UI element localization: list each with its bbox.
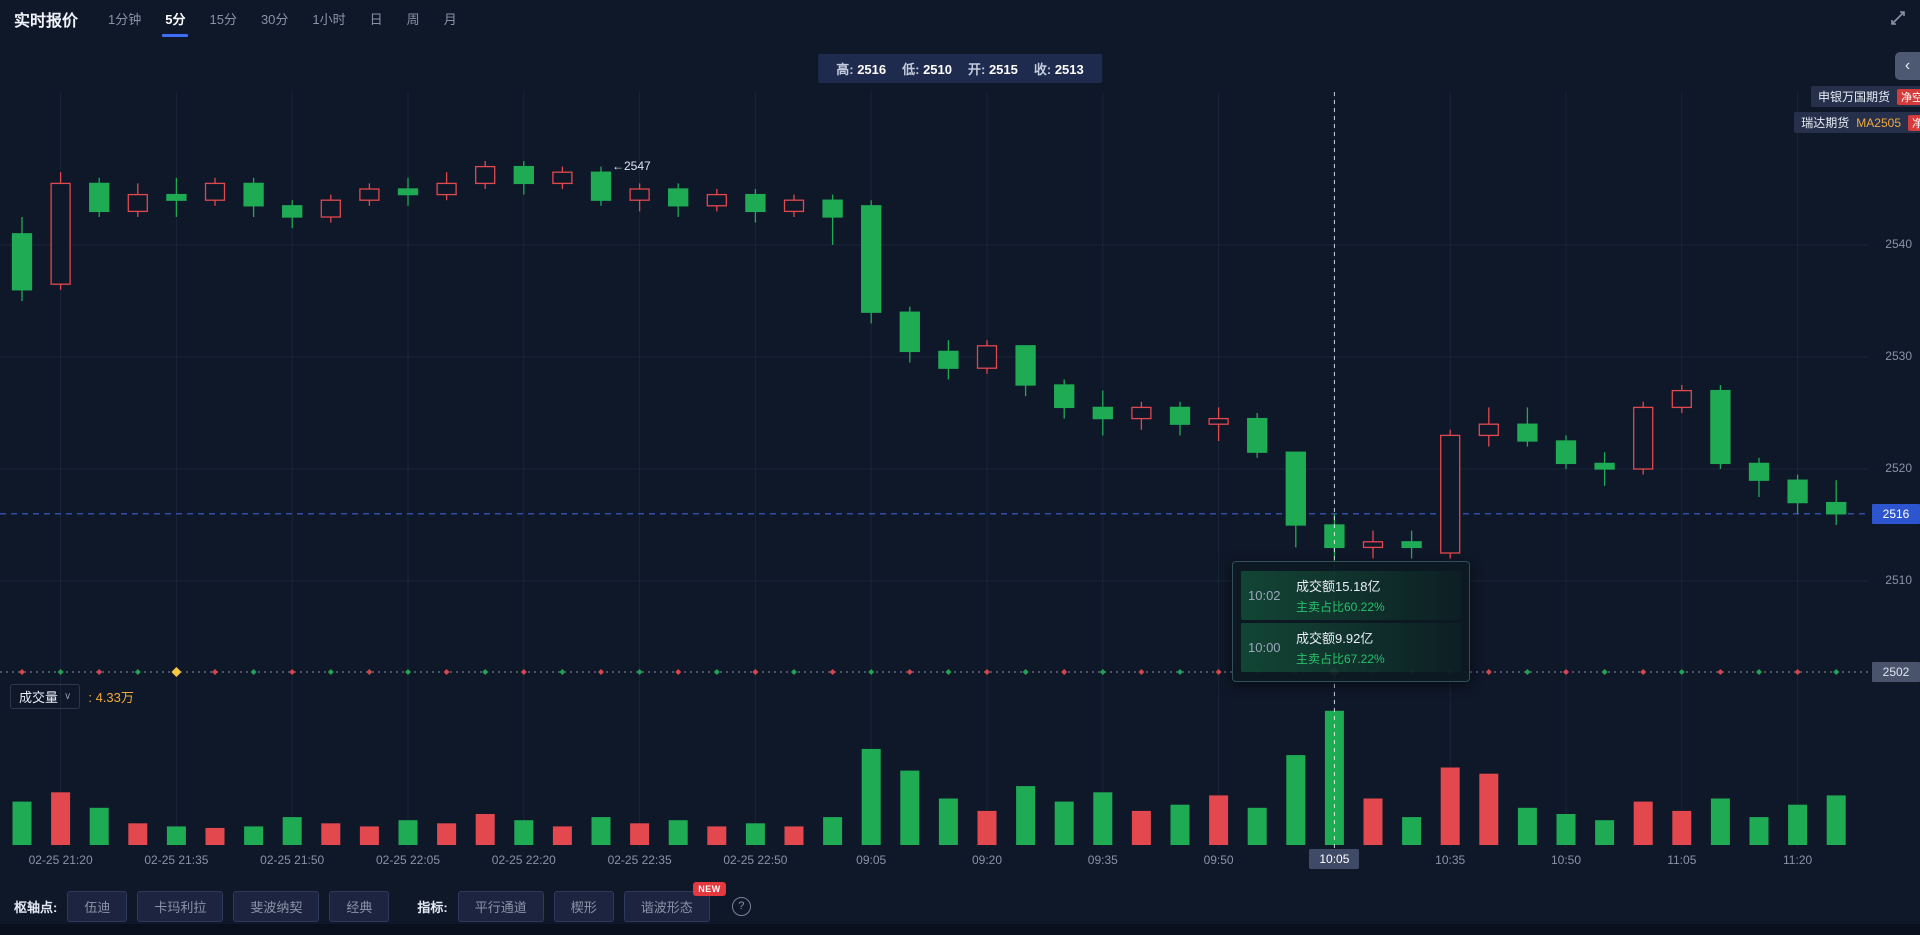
- time-axis-label: 11:05: [1667, 853, 1697, 867]
- expand-icon[interactable]: [1888, 8, 1908, 28]
- price-axis-label: 2540: [1885, 237, 1912, 251]
- time-axis-label: 02-25 22:20: [491, 853, 556, 867]
- tooltip-row: 10:00 成交额9.92亿 主卖占比67.22%: [1241, 623, 1461, 672]
- price-axis-label: 2520: [1885, 461, 1912, 475]
- timeframe-tabs: 1分钟 5分 15分 30分 1小时 日 周 月: [108, 0, 457, 37]
- candles-layer: [11, 161, 1847, 581]
- time-axis-label: 10:50: [1550, 853, 1582, 867]
- time-axis: 02-25 21:20 02-25 21:35 02-25 21:50 02-25 2…: [0, 853, 1920, 871]
- chevron-down-icon: ∨: [64, 691, 72, 702]
- price-axis-label: 2510: [1885, 573, 1912, 587]
- ohlc-item: 开: 2515: [968, 62, 1018, 77]
- time-axis-label: 02-25 21:20: [28, 853, 93, 867]
- help-icon[interactable]: ?: [731, 896, 751, 916]
- time-axis-label: 09:20: [971, 853, 1003, 867]
- timeframe-tab-4[interactable]: 30分: [260, 12, 289, 27]
- pivot-button-4[interactable]: 经典: [329, 890, 390, 922]
- ohlc-info-bar: 高: 2516 低: 2510 开: 2515 收: 2513: [818, 54, 1102, 83]
- pivot-label: 枢轴点:: [14, 899, 58, 915]
- pivot-buttons: 伍迪 卡玛利拉 斐波纳契 经典: [67, 890, 390, 922]
- time-axis-label: 09:35: [1087, 853, 1118, 867]
- chart-tooltip: 10:02 成交额15.18亿 主卖占比60.22% 10:00 成交额9.92亿 主卖占…: [1232, 561, 1470, 682]
- time-axis-label: 11:20: [1783, 853, 1813, 867]
- timeframe-tab-1[interactable]: 1分钟: [108, 12, 142, 27]
- timeframe-tab-8[interactable]: 月: [443, 12, 457, 27]
- volume-header: 成交量 ∨ : 4.33万: [10, 684, 134, 709]
- pivot-button-2[interactable]: 卡玛利拉: [137, 890, 224, 922]
- time-axis-label: 02-25 21:35: [144, 853, 209, 867]
- price-axis-label: 2530: [1885, 349, 1912, 363]
- top-bar: 实时报价 1分钟 5分 15分 30分 1小时 日 周 月: [0, 0, 1920, 37]
- broker-tag[interactable]: 申银万国期货 净空: [1810, 86, 1920, 107]
- volume-indicator-dropdown[interactable]: 成交量 ∨: [10, 684, 81, 709]
- time-axis-label: 02-25 21:50: [260, 853, 325, 867]
- volume-label: 成交量: [19, 690, 59, 705]
- broker-tags: 申银万国期货 净空瑞达期货 MA2505 净: [1794, 86, 1920, 133]
- time-axis-label: 09:05: [856, 853, 887, 867]
- time-axis-label: 02-25 22:05: [375, 853, 441, 867]
- indicator-label: 指标:: [417, 899, 448, 915]
- indicator-buttons: 平行通道 楔形 谐波形态 NEW: [457, 881, 726, 922]
- ohlc-item: 收: 2513: [1033, 62, 1084, 77]
- indicator-button-3[interactable]: 谐波形态: [623, 890, 710, 922]
- timeframe-tab-7[interactable]: 周: [406, 12, 420, 27]
- timeframe-tab-6[interactable]: 日: [369, 12, 383, 27]
- time-axis-label: 02-25 22:50: [723, 853, 788, 867]
- last-price-badge: 2516: [1872, 503, 1920, 524]
- high-price-annotation: ←2547: [612, 158, 651, 173]
- ohlc-item: 低: 2510: [902, 62, 952, 77]
- pivot-button-1[interactable]: 伍迪: [67, 890, 128, 922]
- timeframe-tab-5[interactable]: 1小时: [312, 12, 346, 27]
- collapse-panel-button[interactable]: ‹: [1895, 52, 1920, 80]
- timeframe-tab-2[interactable]: 5分: [162, 0, 189, 37]
- tooltip-row: 10:02 成交额15.18亿 主卖占比60.22%: [1241, 571, 1461, 620]
- volume-layer: [12, 710, 1846, 845]
- indicator-button-1[interactable]: 平行通道: [457, 890, 544, 922]
- ohlc-item: 高: 2516: [836, 62, 887, 77]
- broker-tag[interactable]: 瑞达期货 MA2505 净: [1794, 112, 1920, 133]
- time-axis-label: 09:50: [1203, 853, 1234, 867]
- pivot-button-3[interactable]: 斐波纳契: [233, 890, 320, 922]
- indicator-button-2[interactable]: 楔形: [553, 890, 614, 922]
- new-badge: NEW: [693, 881, 726, 896]
- time-axis-label: 02-25 22:35: [607, 853, 672, 867]
- lower-line-badge: 2502: [1872, 662, 1920, 682]
- page-title: 实时报价: [14, 12, 79, 30]
- time-axis-label: 10:35: [1435, 853, 1466, 867]
- grid-layer: [0, 92, 1868, 848]
- crosshair-time-badge: 10:05: [1309, 849, 1360, 869]
- volume-value: : 4.33万: [88, 690, 134, 705]
- timeframe-tab-3[interactable]: 15分: [209, 12, 237, 27]
- bottom-toolbar: 枢轴点: 伍迪 卡玛利拉 斐波纳契 经典 指标: 平行通道 楔形 谐波形态 NEW ?: [0, 881, 1920, 928]
- bottom-strip: [0, 924, 1920, 935]
